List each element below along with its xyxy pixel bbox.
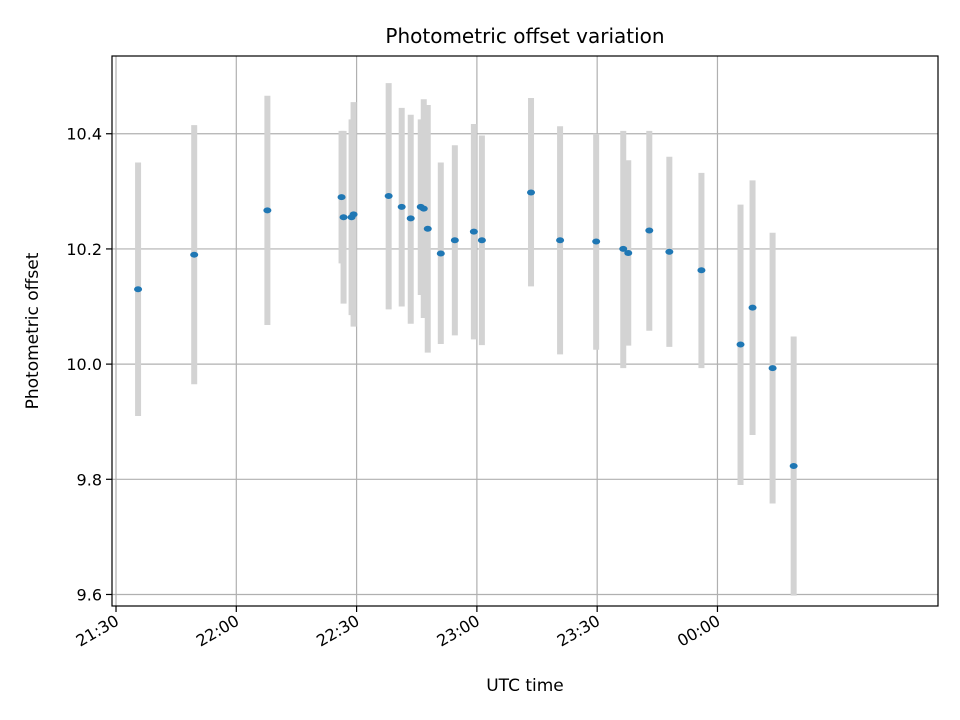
- data-points: [134, 189, 798, 470]
- y-tick-label: 10.2: [66, 240, 102, 259]
- data-point: [263, 207, 272, 214]
- data-point: [736, 341, 745, 348]
- data-point: [349, 211, 358, 218]
- y-tick-label: 10.0: [66, 355, 102, 374]
- data-point: [592, 238, 601, 245]
- data-point: [337, 194, 346, 201]
- data-point: [477, 237, 486, 244]
- data-point: [436, 250, 445, 257]
- y-tick-label: 9.6: [77, 585, 102, 604]
- data-point: [406, 215, 415, 222]
- data-point: [748, 304, 757, 311]
- data-point: [645, 227, 654, 234]
- data-point: [397, 203, 406, 210]
- data-point: [419, 205, 428, 212]
- data-point: [469, 228, 478, 235]
- chart-title: Photometric offset variation: [385, 24, 664, 48]
- data-point: [423, 225, 432, 232]
- y-axis-ticks: 9.6 9.8 10.0 10.2 10.4: [66, 125, 112, 604]
- y-tick-label: 9.8: [77, 470, 102, 489]
- plot-frame: [111, 55, 939, 607]
- data-point: [190, 251, 199, 258]
- data-point: [665, 248, 674, 255]
- y-tick-label: 10.4: [66, 125, 102, 144]
- data-point: [384, 192, 393, 199]
- data-point: [789, 463, 798, 470]
- x-axis-label: UTC time: [486, 676, 564, 696]
- data-point: [339, 214, 348, 221]
- data-point: [624, 249, 633, 256]
- data-point: [768, 365, 777, 372]
- data-point: [619, 245, 628, 252]
- data-point: [450, 237, 459, 244]
- y-axis-label: Photometric offset: [23, 252, 43, 409]
- data-point: [134, 286, 143, 293]
- data-point: [556, 237, 565, 244]
- data-point: [697, 267, 706, 274]
- data-point: [527, 189, 536, 196]
